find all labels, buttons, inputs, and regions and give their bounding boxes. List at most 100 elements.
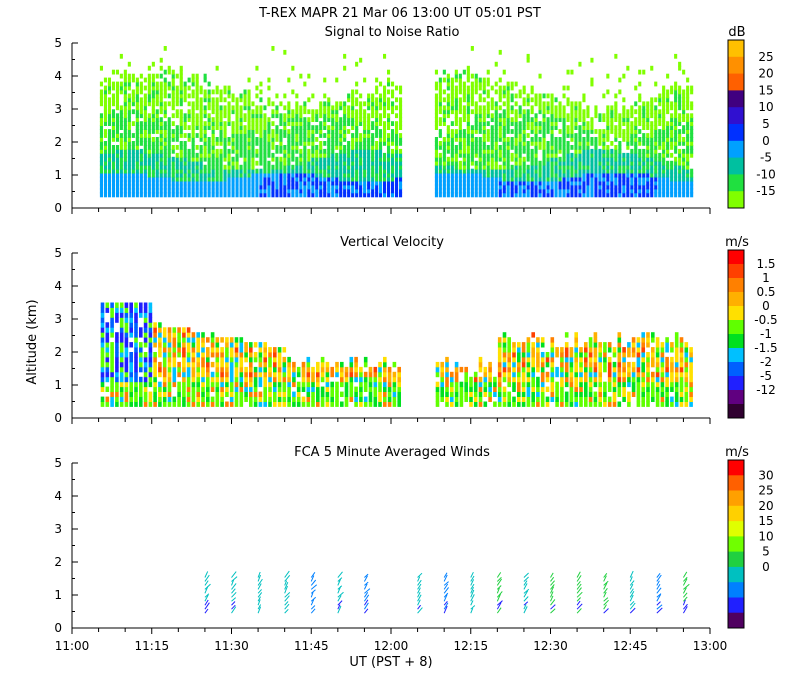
snr-cell	[642, 152, 646, 158]
snr-cell	[219, 121, 223, 126]
snr-cell	[542, 192, 546, 198]
snr-cell	[135, 152, 139, 158]
snr-cell	[442, 89, 446, 95]
velocity-cell	[134, 386, 138, 392]
snr-cell	[542, 117, 546, 122]
snr-cell	[307, 168, 311, 174]
velocity-cell	[115, 386, 119, 392]
velocity-cell	[287, 401, 291, 407]
snr-cell	[654, 160, 658, 166]
snr-cell	[191, 137, 195, 142]
snr-cell	[287, 117, 291, 122]
velocity-cell	[435, 361, 440, 368]
wind-barb	[231, 583, 237, 590]
snr-cell	[666, 188, 670, 194]
velocity-cell	[148, 332, 153, 338]
snr-cell	[283, 180, 287, 186]
snr-cell	[159, 81, 163, 87]
snr-cell	[215, 109, 219, 115]
snr-cell	[359, 180, 363, 186]
velocity-cell	[134, 352, 138, 358]
snr-cell	[458, 184, 462, 190]
snr-cell	[259, 156, 263, 162]
snr-cell	[566, 148, 570, 154]
velocity-cell	[134, 337, 138, 343]
snr-cell	[211, 168, 215, 174]
snr-cell	[379, 137, 383, 142]
snr-cell	[103, 172, 107, 178]
snr-cell	[494, 113, 498, 119]
snr-cell	[614, 184, 618, 190]
snr-cell	[335, 152, 339, 158]
snr-cell	[682, 101, 686, 107]
snr-cell	[155, 113, 159, 119]
snr-cell	[123, 133, 127, 138]
velocity-cell	[253, 381, 258, 388]
velocity-cell	[277, 401, 282, 407]
snr-cell	[610, 180, 614, 186]
snr-cell	[666, 105, 670, 111]
snr-cell	[135, 180, 139, 186]
snr-cell	[502, 69, 506, 75]
velocity-cell	[143, 371, 148, 378]
snr-cell	[391, 89, 395, 95]
snr-cell	[678, 192, 682, 198]
snr-cell	[510, 117, 514, 122]
velocity-cell	[182, 361, 186, 368]
snr-cell	[191, 168, 195, 174]
snr-cell	[295, 125, 299, 130]
velocity-cell	[617, 347, 622, 353]
velocity-cell	[464, 371, 468, 378]
velocity-cell	[387, 386, 392, 392]
velocity-cell	[655, 342, 660, 348]
snr-cell	[303, 176, 307, 182]
snr-cell	[375, 192, 379, 198]
snr-cell	[283, 152, 287, 158]
snr-cell	[458, 73, 462, 79]
snr-cell	[319, 164, 323, 170]
snr-cell	[323, 180, 327, 186]
velocity-cell	[234, 356, 239, 363]
velocity-cell	[124, 371, 129, 378]
snr-cell	[574, 164, 578, 170]
velocity-cell	[584, 376, 588, 383]
snr-cell	[602, 176, 606, 182]
velocity-cell	[153, 401, 157, 407]
snr-cell	[494, 141, 498, 146]
velocity-cell	[253, 401, 258, 407]
snr-cell	[115, 133, 119, 138]
snr-cell	[674, 137, 678, 142]
snr-cell	[115, 180, 119, 186]
snr-cell	[155, 93, 159, 99]
snr-cell	[215, 117, 219, 122]
snr-cell	[650, 97, 654, 103]
velocity-cell	[129, 376, 133, 383]
snr-cell	[502, 168, 506, 174]
snr-cell	[139, 168, 143, 174]
snr-cell	[395, 97, 399, 103]
snr-cell	[690, 152, 694, 158]
wind-barb	[204, 574, 210, 582]
velocity-cell	[196, 366, 200, 373]
velocity-cell	[378, 381, 382, 388]
snr-cell	[534, 133, 538, 138]
snr-cell	[690, 133, 694, 138]
velocity-cell	[153, 356, 157, 363]
snr-cell	[259, 121, 263, 126]
velocity-cell	[105, 376, 110, 383]
snr-cell	[387, 113, 391, 119]
snr-cell	[642, 156, 646, 162]
velocity-cell	[540, 371, 545, 378]
velocity-cell	[670, 381, 674, 388]
snr-cell	[498, 172, 502, 178]
snr-cell	[107, 109, 111, 115]
snr-cell	[303, 145, 307, 150]
snr-cell	[119, 53, 123, 59]
snr-cell	[486, 192, 490, 198]
snr-cell	[159, 180, 163, 186]
snr-cell	[231, 129, 235, 134]
snr-cell	[279, 129, 283, 134]
velocity-cell	[464, 391, 468, 397]
wind-barb	[337, 595, 342, 602]
snr-cell	[151, 93, 155, 99]
